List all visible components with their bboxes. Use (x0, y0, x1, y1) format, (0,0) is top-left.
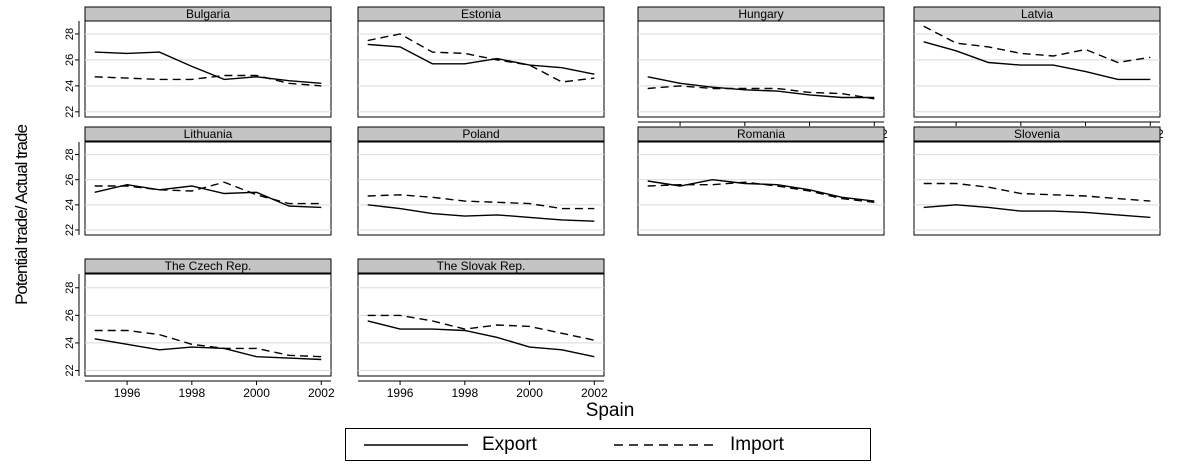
series-export-hungary (647, 76, 875, 99)
series-import-latvia (923, 25, 1151, 64)
y-tick-label-26: 26 (64, 54, 76, 66)
legend-keys (364, 444, 718, 446)
panel-estonia: Estonia (357, 6, 605, 118)
y-tick-label-26: 26 (64, 309, 76, 321)
y-tick-label-24: 24 (64, 80, 76, 92)
y-tick-label-28: 28 (64, 28, 76, 40)
series-export-bulgaria (94, 51, 322, 84)
panel-header-slovenia (913, 126, 1161, 142)
x-tick-label-1996: 1996 (387, 386, 414, 400)
panel-poland: Poland (357, 126, 605, 236)
panel-header-lithuania (84, 126, 332, 142)
y-tick-label-22: 22 (64, 364, 76, 376)
x-tick-label-2000: 2000 (516, 386, 543, 400)
plot-area-latvia (913, 20, 1161, 118)
panel-title-the-slovak-rep: The Slovak Rep. (437, 259, 526, 273)
series-export-lithuania (94, 183, 322, 209)
y-axis-title: Potential trade/ Actual trade (12, 125, 31, 305)
series-import-poland (367, 194, 595, 210)
plot-area-lithuania (84, 141, 332, 236)
panel-latvia: Latvia1996199820002002 (913, 6, 1164, 141)
panel-the-slovak-rep: The Slovak Rep. 1996 1998 2000 2002 (357, 258, 608, 400)
x-tick-label-2002: 2002 (581, 386, 608, 400)
plot-area-romania (637, 141, 885, 236)
y-tick-label-24: 24 (64, 199, 76, 211)
panel-header-the-czech-rep (84, 258, 332, 274)
panel-bulgaria: Bulgaria 22 24 26 28 (64, 6, 332, 118)
panel-title-bulgaria: Bulgaria (186, 7, 230, 21)
panel-slovenia: Slovenia (913, 126, 1161, 236)
y-tick-label-28: 28 (64, 282, 76, 294)
plot-area-slovenia (913, 141, 1161, 236)
legend-label-export: Export (482, 434, 537, 455)
plot-area-bulgaria (84, 20, 332, 118)
plot-area-the-czech-rep (84, 273, 332, 377)
panel-title-estonia: Estonia (461, 7, 501, 21)
series-import-slovenia (923, 182, 1151, 202)
plot-area-estonia (357, 20, 605, 118)
series-export-slovenia (923, 204, 1151, 219)
y-tick-label-26: 26 (64, 174, 76, 186)
panel-lithuania: Lithuania 22 24 26 28 (64, 126, 332, 236)
legend-label-import: Import (730, 434, 784, 455)
x-tick-label-1998: 1998 (178, 386, 205, 400)
panel-hungary: Hungary1996199820002002 (637, 6, 888, 141)
series-export-the-slovak-rep (367, 320, 595, 358)
panel-title-romania: Romania (737, 127, 785, 141)
x-tick-label-2002: 2002 (308, 386, 335, 400)
panel-header-the-slovak-rep (357, 258, 605, 274)
x-axis-title: Spain (585, 400, 635, 421)
legend: Export Import (345, 428, 871, 461)
series-import-hungary (647, 85, 875, 100)
y-tick-label-28: 28 (64, 148, 76, 160)
series-import-estonia (367, 33, 595, 83)
panel-romania: Romania (637, 126, 885, 236)
x-tick-label-1996: 1996 (114, 386, 141, 400)
panel-title-hungary: Hungary (738, 7, 783, 21)
panel-header-romania (637, 126, 885, 142)
panel-title-slovenia: Slovenia (1014, 127, 1060, 141)
y-tick-label-24: 24 (64, 337, 76, 349)
series-export-romania (647, 178, 875, 202)
plot-area-poland (357, 141, 605, 236)
x-tick-label-1998: 1998 (451, 386, 478, 400)
plot-area-the-slovak-rep (357, 273, 605, 377)
plot-area-hungary (637, 20, 885, 118)
y-tick-label-22: 22 (64, 224, 76, 236)
y-tick-label-22: 22 (64, 106, 76, 118)
panel-title-latvia: Latvia (1021, 7, 1053, 21)
series-export-the-czech-rep (94, 338, 322, 361)
panel-the-czech-rep: The Czech Rep. 22 24 26 28 1996 1998 2000 2002 (64, 258, 335, 400)
panel-title-the-czech-rep: The Czech Rep. (165, 259, 252, 273)
series-export-estonia (367, 43, 595, 75)
series-export-poland (367, 204, 595, 222)
series-import-bulgaria (94, 74, 322, 87)
panel-title-poland: Poland (462, 127, 499, 141)
x-tick-label-2000: 2000 (243, 386, 270, 400)
series-export-latvia (923, 41, 1151, 81)
panel-title-lithuania: Lithuania (184, 127, 233, 141)
panel-header-poland (357, 126, 605, 142)
